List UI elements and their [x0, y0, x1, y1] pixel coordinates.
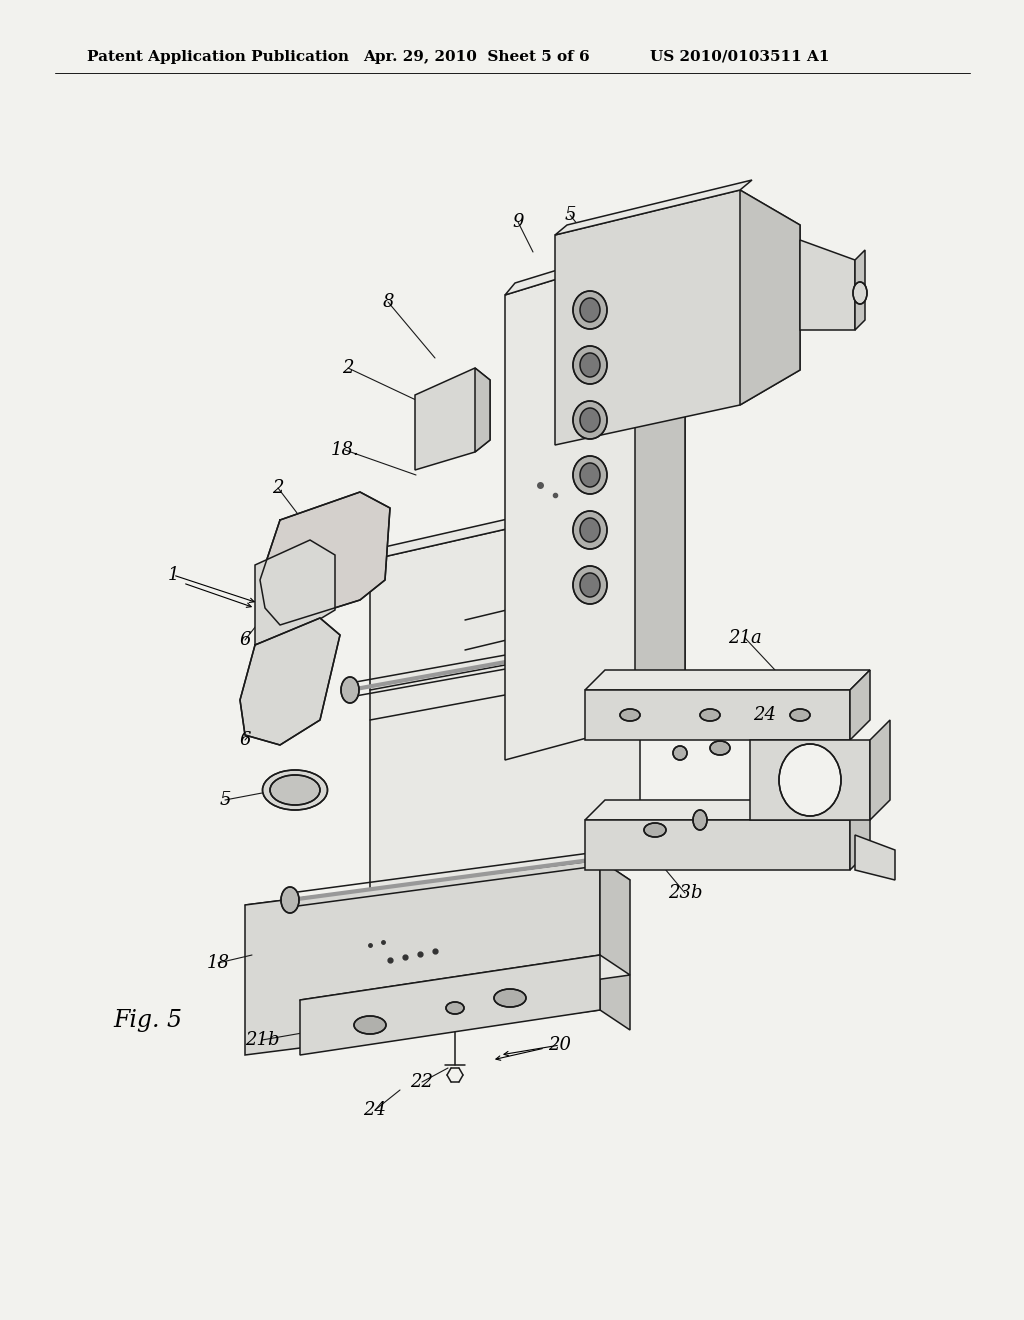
Text: 21b: 21b: [245, 1031, 280, 1049]
Ellipse shape: [580, 573, 600, 597]
Polygon shape: [245, 861, 630, 925]
Text: 24: 24: [364, 1101, 386, 1119]
Text: 6: 6: [240, 631, 251, 649]
Ellipse shape: [573, 511, 607, 549]
Ellipse shape: [580, 352, 600, 378]
Text: Patent Application Publication: Patent Application Publication: [87, 50, 349, 63]
Polygon shape: [850, 671, 870, 741]
Polygon shape: [370, 510, 640, 920]
Polygon shape: [300, 954, 600, 1055]
Text: Apr. 29, 2010  Sheet 5 of 6: Apr. 29, 2010 Sheet 5 of 6: [362, 50, 590, 63]
Polygon shape: [415, 368, 490, 470]
Ellipse shape: [494, 989, 526, 1007]
Text: 18: 18: [207, 954, 229, 972]
Polygon shape: [855, 249, 865, 330]
Polygon shape: [555, 190, 800, 445]
Polygon shape: [505, 255, 685, 760]
Text: 18.: 18.: [331, 441, 359, 459]
Ellipse shape: [580, 463, 600, 487]
Text: 8: 8: [382, 293, 394, 312]
Ellipse shape: [700, 709, 720, 721]
Ellipse shape: [620, 709, 640, 721]
Text: 9: 9: [512, 213, 523, 231]
Ellipse shape: [779, 744, 841, 816]
Polygon shape: [750, 741, 870, 820]
Ellipse shape: [573, 566, 607, 605]
Polygon shape: [850, 800, 870, 870]
Text: 5: 5: [219, 791, 230, 809]
Ellipse shape: [693, 810, 707, 830]
Ellipse shape: [354, 1016, 386, 1034]
Polygon shape: [240, 618, 340, 744]
Polygon shape: [475, 368, 490, 451]
Polygon shape: [255, 540, 335, 645]
Ellipse shape: [573, 401, 607, 440]
Ellipse shape: [580, 408, 600, 432]
Text: 21a: 21a: [728, 630, 762, 647]
Ellipse shape: [790, 709, 810, 721]
Text: 2: 2: [342, 359, 353, 378]
Ellipse shape: [573, 346, 607, 384]
Ellipse shape: [270, 775, 319, 805]
Polygon shape: [585, 800, 870, 820]
Polygon shape: [300, 954, 630, 1020]
Text: 23b: 23b: [668, 884, 702, 902]
Text: 6: 6: [240, 731, 251, 748]
Polygon shape: [855, 836, 895, 880]
Ellipse shape: [644, 822, 666, 837]
Polygon shape: [245, 861, 600, 1055]
Ellipse shape: [710, 741, 730, 755]
Ellipse shape: [580, 517, 600, 543]
Ellipse shape: [853, 282, 867, 304]
Ellipse shape: [446, 1002, 464, 1014]
Polygon shape: [635, 255, 685, 725]
Text: US 2010/0103511 A1: US 2010/0103511 A1: [650, 50, 829, 63]
Ellipse shape: [573, 455, 607, 494]
Text: Fig. 5: Fig. 5: [114, 1008, 182, 1031]
Text: 22: 22: [411, 1073, 433, 1092]
Polygon shape: [800, 240, 855, 330]
Text: 2: 2: [272, 479, 284, 498]
Ellipse shape: [673, 746, 687, 760]
Polygon shape: [585, 671, 870, 690]
Polygon shape: [585, 690, 850, 741]
Ellipse shape: [580, 298, 600, 322]
Ellipse shape: [262, 770, 328, 810]
Text: 1: 1: [167, 566, 179, 583]
Polygon shape: [585, 820, 850, 870]
Ellipse shape: [281, 887, 299, 913]
Polygon shape: [370, 498, 600, 560]
Polygon shape: [260, 492, 390, 624]
Ellipse shape: [341, 677, 359, 704]
Text: 5: 5: [564, 206, 575, 224]
Polygon shape: [505, 243, 645, 294]
Ellipse shape: [573, 290, 607, 329]
Polygon shape: [870, 719, 890, 820]
Polygon shape: [740, 190, 800, 405]
Polygon shape: [600, 861, 630, 1030]
Text: 24: 24: [754, 706, 776, 723]
Polygon shape: [555, 180, 752, 235]
Text: 20: 20: [549, 1036, 571, 1053]
